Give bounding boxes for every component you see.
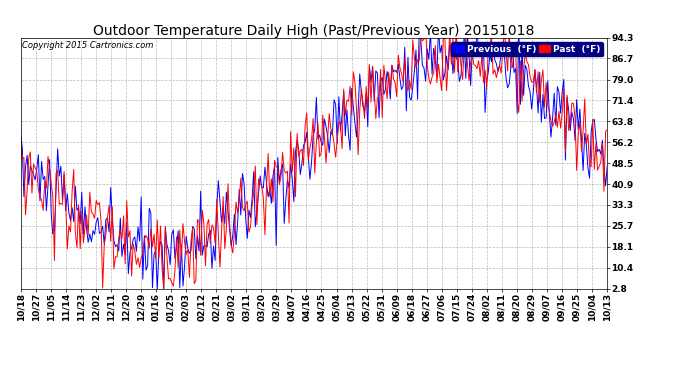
Title: Outdoor Temperature Daily High (Past/Previous Year) 20151018: Outdoor Temperature Daily High (Past/Pre… — [93, 24, 535, 38]
Text: Copyright 2015 Cartronics.com: Copyright 2015 Cartronics.com — [22, 41, 153, 50]
Legend: Previous  (°F), Past  (°F): Previous (°F), Past (°F) — [451, 42, 602, 56]
